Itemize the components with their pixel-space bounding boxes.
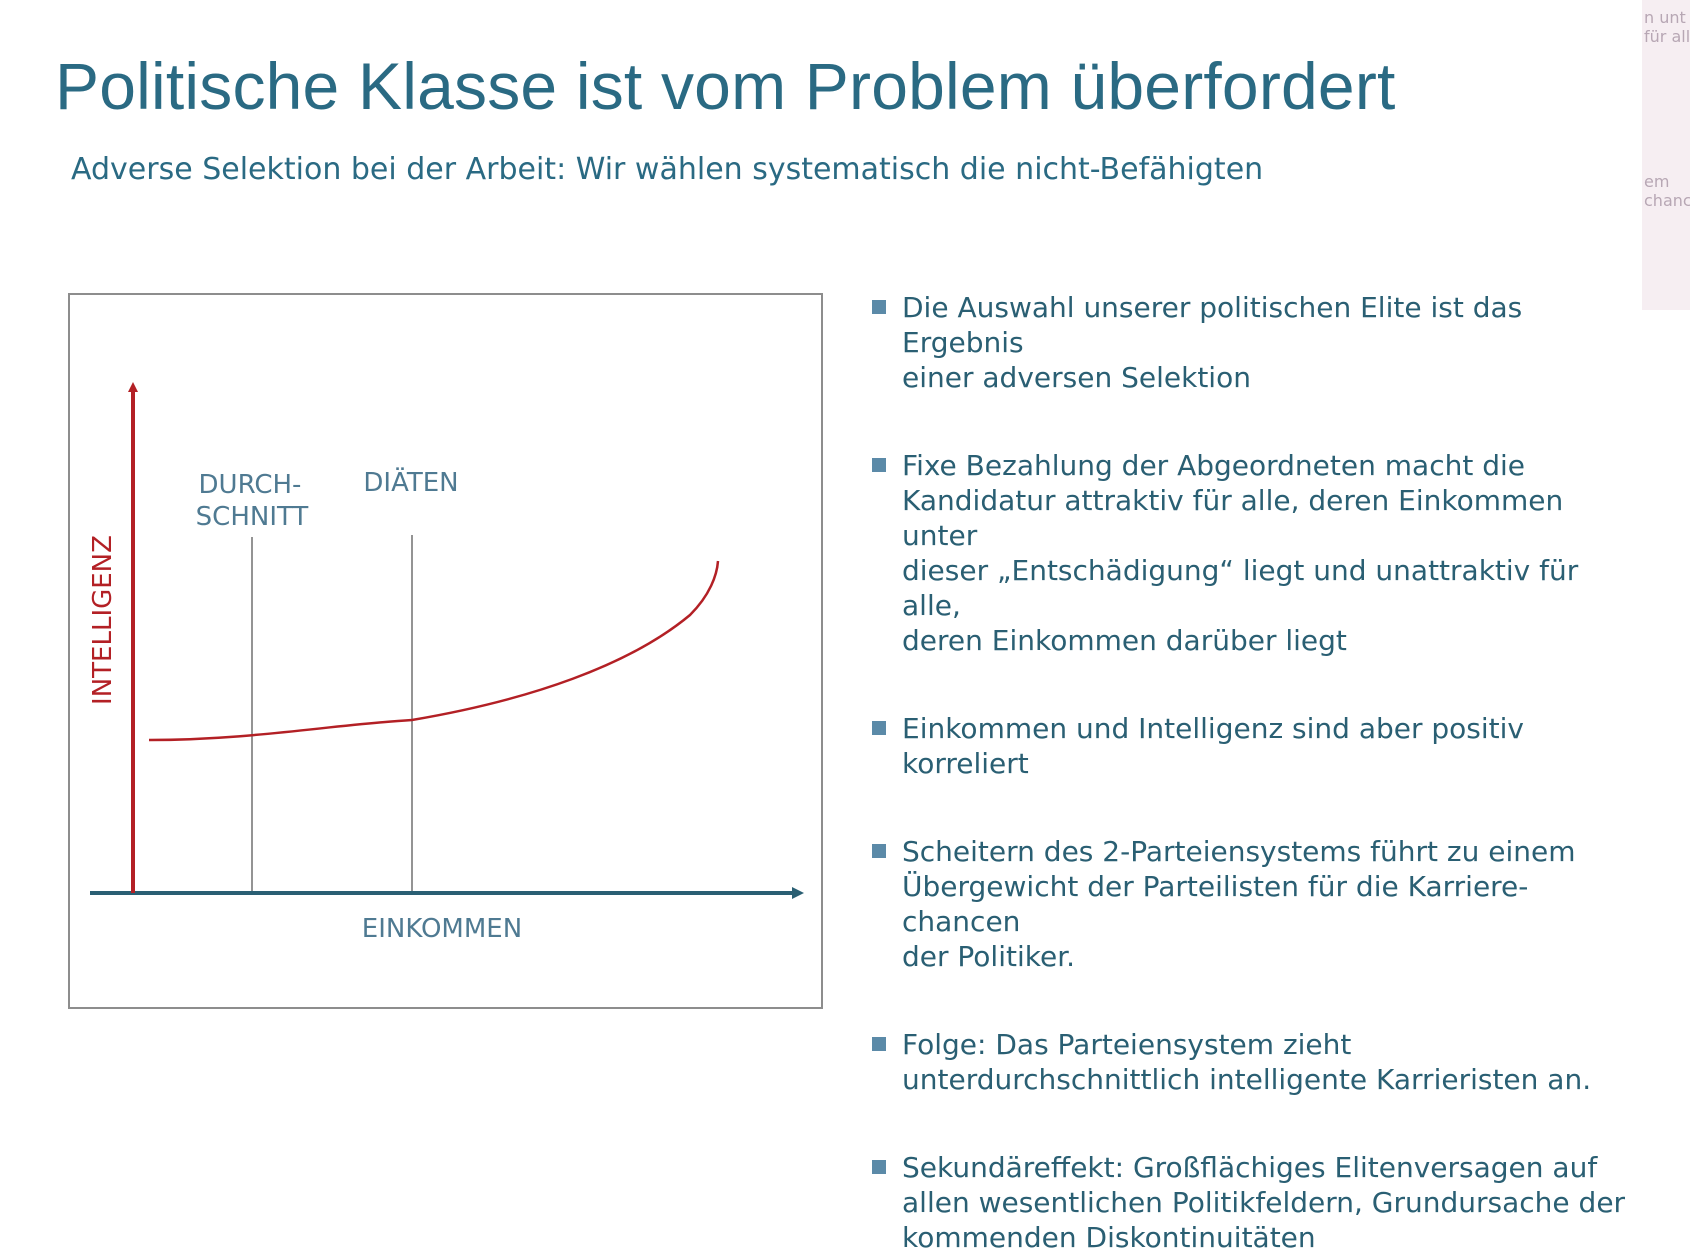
- bullet-item: Einkommen und Intelligenz sind aber posi…: [872, 711, 1632, 781]
- side-panel-text: em: [1644, 172, 1670, 191]
- bullet-item: Die Auswahl unserer politischen Elite is…: [872, 290, 1632, 395]
- durchschnitt-label-line1: DURCH-: [199, 470, 302, 500]
- slide-subtitle: Adverse Selektion bei der Arbeit: Wir wä…: [71, 152, 1264, 187]
- durchschnitt-label-line2: SCHNITT: [196, 502, 309, 532]
- bullet-line: Sekundäreffekt: Großflächiges Elitenvers…: [902, 1151, 1598, 1184]
- bullet-square-icon: [872, 721, 886, 735]
- bullet-item: Fixe Bezahlung der Abgeordneten macht di…: [872, 448, 1632, 658]
- bullet-square-icon: [872, 458, 886, 472]
- bullet-line: einer adversen Selektion: [902, 361, 1251, 394]
- bullet-square-icon: [872, 1160, 886, 1174]
- bullet-line: Die Auswahl unserer politischen Elite is…: [902, 291, 1523, 359]
- bullet-square-icon: [872, 300, 886, 314]
- bullet-line: Scheitern des 2-Parteiensystems führt zu…: [902, 835, 1576, 868]
- income-intelligence-diagram: DURCH- SCHNITT DIÄTEN EINKOMMEN INTELLIG…: [68, 293, 823, 1009]
- slide-title: Politische Klasse ist vom Problem überfo…: [55, 49, 1396, 123]
- bullet-line: Fixe Bezahlung der Abgeordneten macht di…: [902, 449, 1525, 482]
- y-axis-label: INTELLIGENZ: [88, 535, 118, 705]
- adjacent-window-edge: n unt für all em chanc: [1642, 0, 1690, 310]
- side-panel-text: n unt: [1644, 8, 1686, 27]
- bullet-line: dieser „Entschädigung“ liegt und unattra…: [902, 554, 1579, 622]
- side-panel-text: für all: [1644, 27, 1690, 46]
- bullet-square-icon: [872, 844, 886, 858]
- bullet-line: allen wesentlichen Politikfeldern, Grund…: [902, 1186, 1626, 1219]
- diagram-canvas: DURCH- SCHNITT DIÄTEN EINKOMMEN INTELLIG…: [88, 382, 804, 944]
- bullet-list: Die Auswahl unserer politischen Elite is…: [872, 290, 1632, 1255]
- diaeten-label: DIÄTEN: [363, 466, 458, 498]
- x-axis-label: EINKOMMEN: [362, 914, 522, 944]
- income-intelligence-curve: [148, 560, 720, 742]
- bullet-line: deren Einkommen darüber liegt: [902, 624, 1347, 657]
- bullet-line: unterdurchschnittlich intelligente Karri…: [902, 1063, 1592, 1096]
- bullet-line: Übergewicht der Parteilisten für die Kar…: [902, 870, 1529, 938]
- bullet-item: Sekundäreffekt: Großflächiges Elitenvers…: [872, 1150, 1632, 1255]
- bullet-line: kommenden Diskontinuitäten: [902, 1221, 1316, 1254]
- side-panel-text: chanc: [1644, 191, 1690, 210]
- bullet-line: Einkommen und Intelligenz sind aber posi…: [902, 712, 1525, 745]
- bullet-line: Kandidatur attraktiv für alle, deren Ein…: [902, 484, 1564, 552]
- bullet-item: Scheitern des 2-Parteiensystems führt zu…: [872, 834, 1632, 974]
- bullet-line: der Politiker.: [902, 940, 1076, 973]
- bullet-square-icon: [872, 1037, 886, 1051]
- bullet-line: Folge: Das Parteiensystem zieht: [902, 1028, 1352, 1061]
- bullet-line: korreliert: [902, 747, 1029, 780]
- bullet-item: Folge: Das Parteiensystem zieht unterdur…: [872, 1027, 1632, 1097]
